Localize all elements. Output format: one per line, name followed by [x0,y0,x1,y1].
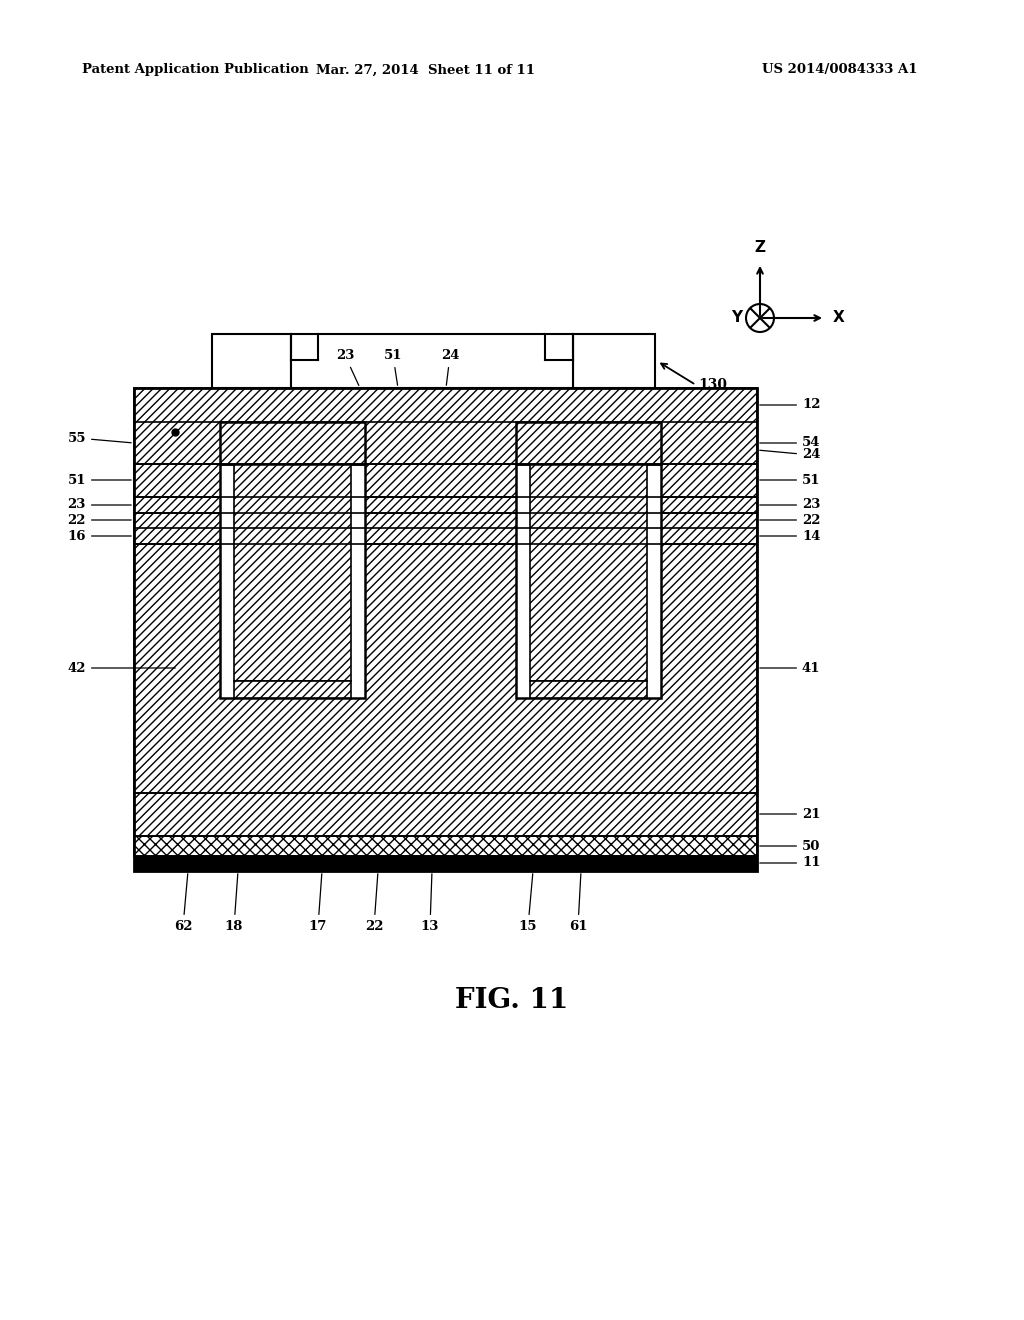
Text: 14: 14 [760,529,820,543]
Bar [134,388,757,871]
Text: 16: 16 [68,529,131,543]
Text: 62: 62 [174,874,193,933]
Bar [212,334,291,388]
Text: 61: 61 [568,874,587,933]
Text: FIG. 11: FIG. 11 [456,986,568,1014]
Text: X: X [833,310,845,326]
Bar [134,855,757,871]
Text: 11: 11 [760,857,820,870]
Text: 24: 24 [440,348,459,385]
Bar [220,422,365,465]
Text: US 2014/0084333 A1: US 2014/0084333 A1 [762,63,918,77]
Text: Y: Y [731,310,742,326]
Text: 50: 50 [760,840,820,853]
Text: 23: 23 [68,499,131,511]
Bar [234,681,351,698]
Text: 51: 51 [68,474,131,487]
Bar [530,465,647,681]
Bar [134,498,757,513]
Text: 12: 12 [760,399,820,412]
Bar [234,465,351,681]
Text: 41: 41 [760,661,820,675]
Bar [134,513,757,544]
Text: 51: 51 [760,474,820,487]
Text: 23: 23 [760,499,820,511]
Text: 21: 21 [760,808,820,821]
Text: 23: 23 [336,348,358,385]
Text: 22: 22 [68,513,131,527]
Bar [134,836,757,855]
Bar [220,465,365,698]
Bar [516,465,662,698]
Text: 22: 22 [365,874,383,933]
Text: Patent Application Publication: Patent Application Publication [82,63,309,77]
Text: 24: 24 [760,449,820,462]
Text: 130: 130 [698,378,727,392]
Text: 17: 17 [309,874,328,933]
Bar [516,422,662,465]
Text: 54: 54 [760,437,820,450]
Bar [291,334,573,388]
Bar [530,681,647,698]
Text: 42: 42 [68,661,175,675]
Text: Mar. 27, 2014  Sheet 11 of 11: Mar. 27, 2014 Sheet 11 of 11 [316,63,536,77]
Text: 13: 13 [421,874,439,933]
Text: 15: 15 [519,874,538,933]
Text: 18: 18 [225,874,243,933]
Bar [573,334,655,388]
Bar [134,544,757,793]
Bar [134,793,757,836]
Bar [134,388,757,465]
Text: Z: Z [755,240,766,255]
Text: 55: 55 [68,432,131,445]
Text: 51: 51 [384,348,402,385]
Text: 22: 22 [760,513,820,527]
Bar [134,465,757,498]
